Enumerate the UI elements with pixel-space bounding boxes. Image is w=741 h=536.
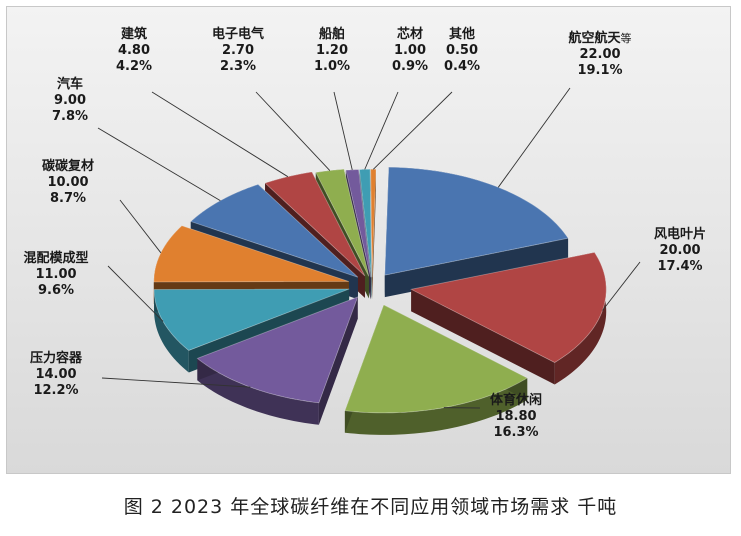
slice-label: 压力容器: [30, 350, 83, 366]
pie-slice-7: [190, 183, 359, 278]
pie-slice-side: [197, 358, 319, 425]
slice-label: 碳碳复材: [42, 158, 94, 174]
slice-percent: 12.2%: [33, 383, 78, 398]
slice-percent: 0.4%: [444, 59, 480, 74]
slice-label: 混配模成型: [23, 250, 88, 266]
slice-percent: 9.6%: [38, 283, 74, 298]
pie-slice-4: [196, 296, 359, 404]
pie-slice-11: [358, 168, 372, 278]
slice-value: 10.00: [47, 175, 88, 190]
pie-slice-face: [411, 289, 555, 385]
leader-line: [101, 377, 251, 388]
slice-value: 14.00: [35, 367, 76, 382]
slice-percent: 0.9%: [392, 59, 428, 74]
leader-line: [107, 265, 164, 322]
slice-value: 0.50: [446, 43, 478, 58]
slice-percent: 8.7%: [50, 191, 86, 206]
slice-label: 船舶: [319, 26, 345, 42]
leader-line: [97, 127, 221, 202]
slice-value: 2.70: [222, 43, 254, 58]
slice-value: 1.00: [394, 43, 426, 58]
slice-percent: 19.1%: [577, 63, 622, 78]
pie-slice-9: [315, 168, 370, 277]
leader-line: [373, 91, 453, 170]
slice-label: 体育休闲: [490, 392, 542, 408]
slice-value: 1.20: [316, 43, 348, 58]
leader-line: [497, 87, 571, 188]
pie-slice-2: [410, 251, 607, 363]
slice-label: 芯材: [397, 26, 423, 42]
slice-label: 航空航天等: [568, 30, 631, 46]
slice-percent: 1.0%: [314, 59, 350, 74]
pie-slice-6: [153, 225, 349, 283]
pie-slice-side: [154, 289, 189, 373]
slice-label: 汽车: [57, 76, 83, 92]
pie-slice-face: [372, 169, 376, 300]
leader-line: [364, 91, 399, 170]
leader-line: [119, 199, 162, 254]
leader-line: [333, 91, 353, 170]
slice-percent: 17.4%: [657, 259, 702, 274]
slice-label: 其他: [449, 26, 475, 42]
pie-slice-12: [370, 168, 377, 278]
leader-line: [255, 91, 331, 171]
pie-slice-face: [384, 238, 569, 298]
leader-line: [151, 91, 289, 178]
slice-percent: 2.3%: [220, 59, 256, 74]
slice-percent: 4.2%: [116, 59, 152, 74]
slice-value: 20.00: [659, 243, 700, 258]
slice-value: 18.80: [495, 409, 536, 424]
slice-value: 9.00: [54, 93, 86, 108]
slice-label: 建筑: [121, 26, 147, 42]
pie-slice-face: [318, 296, 358, 425]
leader-line: [602, 261, 641, 311]
slice-percent: 7.8%: [52, 109, 88, 124]
slice-value: 4.80: [118, 43, 150, 58]
pie-slice-3: [344, 304, 529, 414]
slice-label: 电子电气: [212, 26, 264, 42]
pie-slice-side: [344, 378, 528, 435]
slice-percent: 16.3%: [493, 425, 538, 440]
slice-value: 22.00: [579, 47, 620, 62]
figure-caption: 图 2 2023 年全球碳纤维在不同应用领域市场需求 千吨: [123, 496, 618, 518]
pie-slice-face: [370, 169, 373, 300]
slice-value: 11.00: [35, 267, 76, 282]
slice-label: 风电叶片: [654, 226, 706, 242]
